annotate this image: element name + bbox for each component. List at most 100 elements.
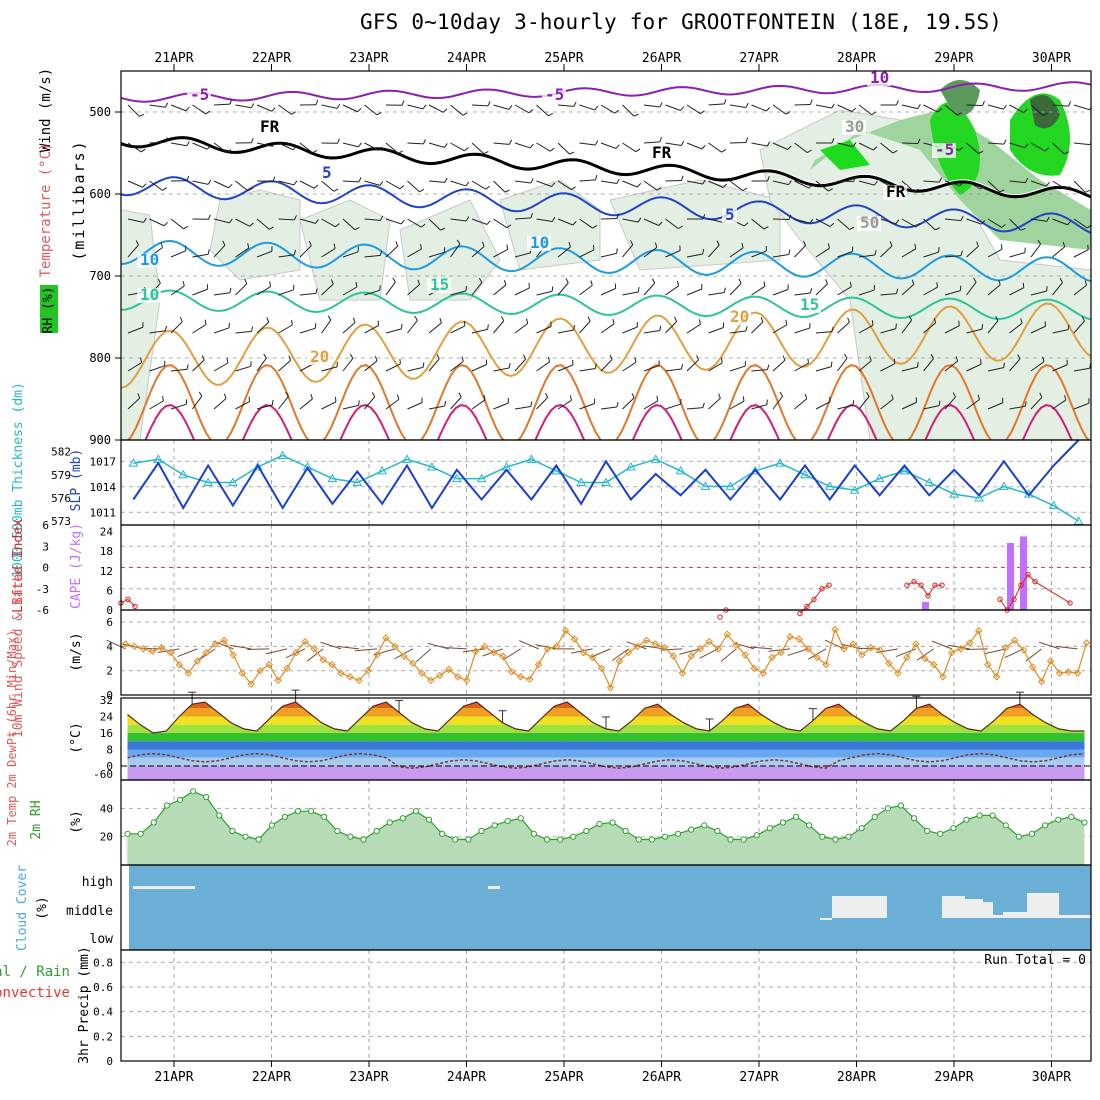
wind-barb-flag <box>205 110 211 115</box>
contour-label: 10 <box>530 233 549 252</box>
wind-barb-flag <box>443 143 448 148</box>
wind-barb-flag <box>825 279 828 285</box>
temp-band <box>127 702 1085 709</box>
wind-barb <box>299 142 313 154</box>
li-point <box>932 582 938 588</box>
contour-label: 10 <box>140 250 159 269</box>
thickness-point <box>252 462 263 471</box>
wind-barb <box>987 180 1001 193</box>
isotherm <box>121 289 1091 321</box>
wind-barb <box>901 104 918 110</box>
wind-barb-flag <box>609 354 613 360</box>
wind-barb-flag <box>293 180 298 186</box>
wind-barb <box>772 395 784 410</box>
wind-barb <box>708 142 722 153</box>
wind-barb <box>600 252 617 258</box>
contour-label-bg <box>857 216 881 231</box>
wind-barb <box>708 180 724 188</box>
wind-barb-flag <box>766 141 771 147</box>
wind10-point <box>238 669 246 677</box>
wind-barb <box>192 359 205 372</box>
wind-barb-flag <box>374 356 378 362</box>
wind10-point <box>292 648 300 657</box>
wind-barb-flag <box>616 402 619 408</box>
wind-barb-flag <box>955 356 959 362</box>
rh-point <box>124 830 131 837</box>
wind-barb-flag <box>829 396 831 402</box>
li-tick: -3 <box>36 583 49 596</box>
plot-layer <box>106 439 1091 950</box>
rh-point <box>137 830 144 837</box>
wind10-point <box>507 668 516 676</box>
thickness-point <box>178 469 189 479</box>
temp-band <box>127 749 1085 758</box>
li-point <box>911 578 917 585</box>
contour-label: FR <box>260 117 280 136</box>
wind10-point <box>912 640 920 648</box>
wind-barb <box>944 180 961 187</box>
wind-barb-flag <box>336 361 338 367</box>
wind-barb-flag <box>831 326 834 332</box>
temp-band <box>127 741 1085 750</box>
wind10-point <box>265 660 273 669</box>
wind-barb <box>493 284 507 296</box>
wind10-point <box>705 637 713 646</box>
wind-barb-flag <box>810 99 813 105</box>
wind-barb <box>471 180 486 190</box>
wind-barb <box>278 254 295 258</box>
wind-barb-flag <box>572 221 577 226</box>
wind-barb-flag <box>162 187 167 191</box>
wind-barb <box>407 284 420 296</box>
wind-barb <box>622 180 638 188</box>
wind-barb <box>1030 218 1047 222</box>
slp-line <box>132 439 1080 511</box>
wind-barb <box>751 404 768 410</box>
wind-barb-flag <box>269 226 274 230</box>
wind-barb <box>450 243 461 258</box>
wind-barb-flag <box>551 182 556 187</box>
wind10-barb <box>931 640 952 650</box>
wind-barb <box>901 319 913 334</box>
thickness-point <box>352 477 363 486</box>
wind-barb <box>213 327 230 334</box>
wind-barb-flag <box>980 185 985 190</box>
wind10-barb <box>699 648 719 659</box>
rh-point <box>674 830 682 837</box>
wind10-point <box>543 645 552 653</box>
wind-barb <box>880 328 897 334</box>
wind-barb-flag <box>779 391 784 397</box>
rh-point <box>229 827 236 835</box>
wind-barb-flag <box>135 240 139 246</box>
wind-barb-flag <box>422 104 427 110</box>
wind10-barb <box>320 641 342 650</box>
wind-barb-flag <box>658 221 663 226</box>
wind-barb <box>557 218 574 226</box>
wind-barb <box>149 400 164 410</box>
wind10-point <box>678 669 687 677</box>
wind-barb-flag <box>937 108 942 113</box>
cloud-label: Cloud Cover <box>15 865 30 951</box>
wind-barb-flag <box>874 180 878 186</box>
wind-barb-flag <box>633 113 639 117</box>
rh-point <box>373 827 380 835</box>
wind-barb <box>213 362 229 372</box>
wind-barb <box>794 362 809 372</box>
wind-barb-flag <box>1046 216 1050 222</box>
contour-label: 5 <box>725 205 735 224</box>
wind-barb-flag <box>701 145 706 150</box>
wind-barb-flag <box>716 240 720 246</box>
wind-barb-flag <box>207 179 212 185</box>
rh-point <box>832 836 839 843</box>
wind-barb-flag <box>568 242 571 248</box>
wind-barb <box>815 401 831 410</box>
wind10-tick: 0 <box>106 689 113 702</box>
wind-barb <box>514 322 529 334</box>
li-point <box>717 614 723 620</box>
wind-barb-flag <box>828 188 834 192</box>
wind-barb <box>493 367 510 372</box>
rh-area <box>127 791 1085 865</box>
wind-barb <box>579 249 595 258</box>
wind-barb-flag <box>866 391 870 397</box>
wind-barb <box>321 283 334 296</box>
